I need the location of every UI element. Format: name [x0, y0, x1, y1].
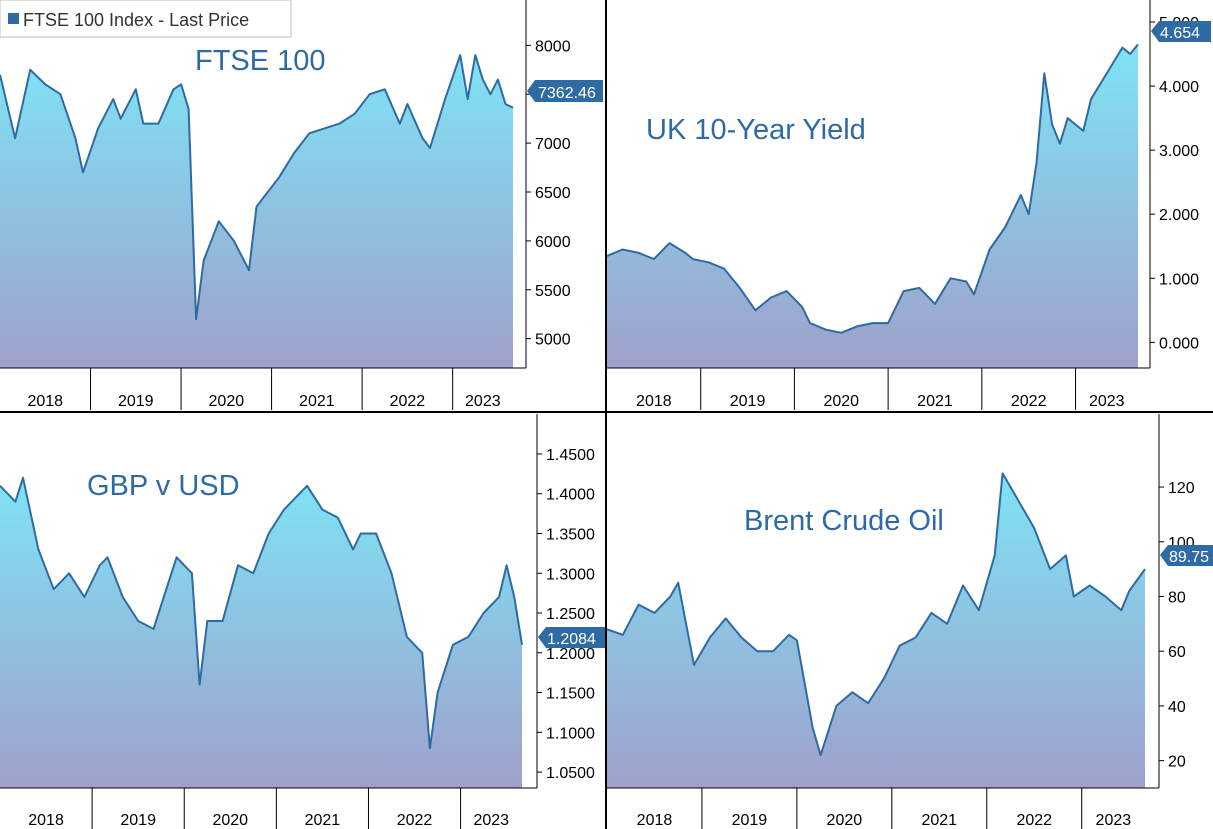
legend-label: FTSE 100 Index - Last Price	[23, 10, 249, 30]
gbp-usd-x-tick-label: 2021	[305, 812, 341, 829]
uk-yield-x-tick-label: 2022	[1011, 393, 1047, 410]
ftse-x-ticks: 2018 2019 2020 2021 2022 2023	[27, 368, 501, 410]
ftse-price-line	[0, 54, 514, 321]
ftse-x-tick-label: 2020	[209, 393, 245, 410]
gbp-usd-y-tick-label: 1.4500	[546, 447, 595, 464]
uk-yield-y-tick-label: 2.000	[1159, 207, 1199, 224]
gbp-usd-x-tick-label: 2018	[28, 812, 64, 829]
gbp-usd-x-tick-label: 2020	[212, 812, 248, 829]
ftse-last-value-label: 7362.46	[527, 80, 603, 102]
gbp-usd-y-tick-label: 1.4000	[546, 487, 595, 504]
gbp-usd-x-tick-label: 2022	[397, 812, 433, 829]
ftse-title: FTSE 100	[195, 45, 326, 77]
uk-yield-area-fill	[607, 44, 1138, 369]
brent-x-tick-label: 2019	[732, 812, 768, 829]
gbp-usd-title: GBP v USD	[87, 470, 240, 502]
gbp-usd-y-tick-label: 1.1500	[546, 686, 595, 703]
uk-yield-x-tick-label: 2019	[730, 393, 766, 410]
gbp-usd-x-ticks: 2018 2019 2020 2021 2022 2023	[28, 788, 509, 829]
ftse-x-tick-label: 2022	[390, 393, 426, 410]
gbp-usd-line	[0, 476, 523, 750]
ftse-x-tick-label: 2019	[118, 393, 154, 410]
gbp-usd-y-ticks: 1.4500 1.4000 1.3500 1.3000 1.2500 1.2000 1.15…	[537, 447, 595, 782]
brent-x-tick-label: 2023	[1096, 812, 1132, 829]
gbp-usd-y-tick-label: 1.3000	[546, 566, 595, 583]
uk-yield-y-tick-label: 0.000	[1159, 335, 1199, 352]
legend-swatch	[8, 13, 19, 24]
panel-gbp-v-usd: 1.4500 1.4000 1.3500 1.3000 1.2500 1.2000 1.15…	[0, 414, 605, 829]
brent-title: Brent Crude Oil	[744, 505, 944, 537]
ftse-x-tick-label: 2018	[27, 393, 63, 410]
ftse-y-tick-label: 6500	[535, 185, 571, 202]
ftse-y-tick-label: 8000	[535, 38, 571, 55]
panel-ftse-100: 8000750070006500600055005000 20182019202…	[0, 0, 603, 410]
brent-x-tick-label: 2022	[1016, 812, 1052, 829]
brent-y-tick-label: 120	[1168, 480, 1195, 497]
uk-yield-x-tick-label: 2020	[823, 393, 859, 410]
ftse-y-tick-label: 5000	[535, 332, 571, 349]
uk-yield-x-tick-label: 2021	[917, 393, 953, 410]
brent-y-tick-label: 40	[1168, 699, 1186, 716]
ftse-y-tick-label: 5500	[535, 283, 571, 300]
brent-x-ticks: 2018 2019 2020 2021 2022 2023	[637, 788, 1132, 829]
brent-y-tick-label: 20	[1168, 754, 1186, 771]
uk-yield-y-tick-label: 1.000	[1159, 271, 1199, 288]
ftse-y-tick-label: 6000	[535, 234, 571, 251]
brent-line	[606, 472, 1146, 757]
brent-y-tick-label: 80	[1168, 589, 1186, 606]
ftse-x-tick-label: 2023	[465, 393, 501, 410]
ftse-y-tick-label: 7000	[535, 136, 571, 153]
gbp-usd-y-tick-label: 1.0500	[546, 765, 595, 782]
ftse-x-tick-label: 2021	[299, 393, 335, 410]
brent-x-tick-label: 2021	[921, 812, 957, 829]
brent-last-value-text: 89.75	[1169, 549, 1209, 566]
brent-y-tick-label: 60	[1168, 644, 1186, 661]
brent-last-value-label: 89.75	[1160, 545, 1213, 566]
brent-x-tick-label: 2020	[827, 812, 863, 829]
gbp-usd-y-tick-label: 1.1000	[546, 725, 595, 742]
uk-yield-x-tick-label: 2018	[636, 393, 672, 410]
uk-yield-title: UK 10-Year Yield	[646, 114, 866, 146]
legend: FTSE 100 Index - Last Price	[0, 0, 292, 38]
gbp-usd-y-tick-label: 1.2000	[546, 646, 595, 663]
uk-yield-last-value-label: 4.654	[1151, 21, 1211, 42]
brent-x-tick-label: 2018	[637, 812, 673, 829]
gbp-usd-x-tick-label: 2019	[120, 812, 156, 829]
uk-yield-x-ticks: 2018 2019 2020 2021 2022 2023	[636, 368, 1125, 410]
uk-yield-last-value-text: 4.654	[1160, 25, 1200, 42]
gbp-usd-last-value-text: 1.2084	[547, 631, 596, 648]
gbp-usd-y-tick-label: 1.2500	[546, 606, 595, 623]
gbp-usd-area-fill	[0, 477, 522, 788]
legend-box	[0, 0, 292, 38]
gbp-usd-last-value-label: 1.2084	[538, 627, 605, 648]
gbp-usd-x-tick-label: 2023	[473, 812, 509, 829]
uk-yield-y-tick-label: 4.000	[1159, 79, 1199, 96]
ftse-last-value-text: 7362.46	[538, 85, 596, 102]
uk-yield-x-tick-label: 2023	[1089, 393, 1125, 410]
uk-yield-y-tick-label: 3.000	[1159, 143, 1199, 160]
gbp-usd-y-tick-label: 1.3500	[546, 526, 595, 543]
uk-yield-line	[606, 43, 1139, 334]
brent-area-fill	[607, 473, 1145, 788]
